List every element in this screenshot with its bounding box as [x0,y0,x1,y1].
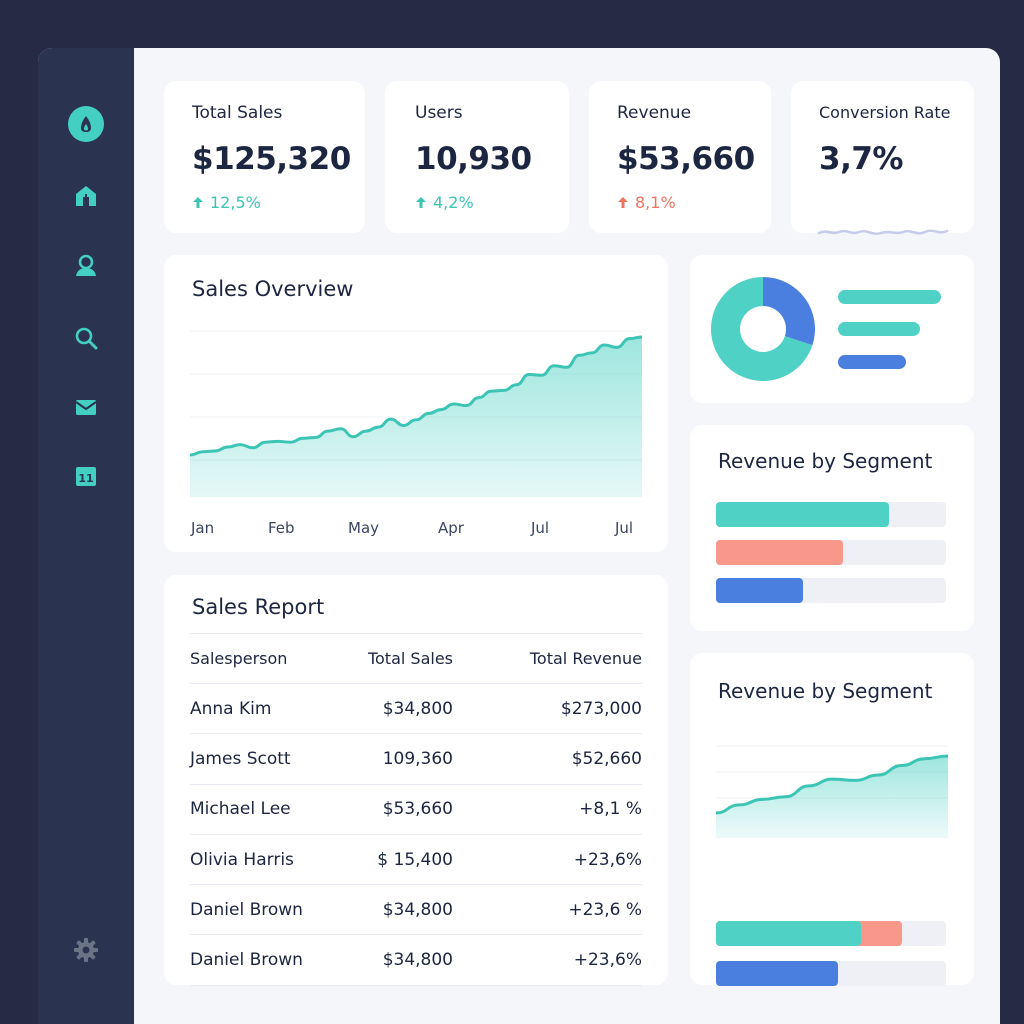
table-row[interactable]: Anna Kim $34,800 $273,000 [190,683,642,735]
mail-icon[interactable] [68,389,104,425]
x-tick-label: Jan [191,519,215,537]
calendar-icon[interactable]: 11 [68,458,104,494]
total-sales-cell: $53,660 [350,784,453,835]
segment-area-chart [716,745,948,838]
segment-bar [716,578,946,603]
stat-title: Revenue [617,103,692,123]
table-row[interactable]: Michael Lee $53,660 +8,1 % [190,784,642,835]
column-header[interactable]: Total Sales [350,633,453,684]
salesperson-cell: James Scott [190,733,350,785]
donut-slice [711,277,813,381]
home-icon[interactable] [68,178,104,214]
donut-card [690,255,974,403]
salesperson-cell: Anna Kim [190,683,350,735]
legend-bar [838,355,906,369]
stat-card-total-sales[interactable]: Total Sales $125,320 12,5% [164,81,365,233]
legend-bar [838,322,921,336]
stat-delta-value: 8,1% [635,193,676,212]
card-title: Revenue by Segment [718,679,933,703]
stat-card-conversion-rate[interactable]: Conversion Rate 3,7% [791,81,974,235]
stat-value: $53,660 [617,141,755,177]
salesperson-cell: Michael Lee [190,784,350,835]
total-sales-cell: 109,360 [350,733,453,785]
card-title: Revenue by Segment [718,449,933,473]
table-row[interactable]: Olivia Harris $ 15,400 +23,6% [190,834,642,886]
segment-bar-fill [716,578,804,603]
stat-delta: 12,5% [192,193,261,212]
total-sales-cell: $34,800 [350,683,453,735]
x-tick-label: Apr [438,519,464,537]
column-header[interactable]: Total Revenue [453,633,642,684]
segment-bar [716,540,946,565]
table-row[interactable]: Daniel Brown $34,800 +23,6 % [190,884,642,936]
sales-report-card: Sales Report Salesperson Total Sales Tot… [164,575,668,986]
total-revenue-cell: $273,000 [453,683,642,735]
segment-bar [716,961,946,986]
stat-delta: 8,1% [617,193,676,212]
sales-report-table: Salesperson Total Sales Total Revenue An… [190,633,642,986]
x-tick-label: Feb [268,519,295,537]
stat-delta-value: 4,2% [433,193,474,212]
total-sales-cell: $34,800 [350,884,453,936]
column-header[interactable]: Salesperson [190,633,350,684]
card-title: Sales Overview [192,277,354,301]
stat-value: 3,7% [819,141,903,177]
segment-area [716,756,948,838]
search-icon[interactable] [68,320,104,356]
stat-card-users[interactable]: Users 10,930 4,2% [385,81,569,233]
arrow-up-icon [618,197,628,208]
stat-value: 10,930 [415,141,532,177]
stat-delta-value: 12,5% [210,193,261,212]
total-sales-cell: $ 15,400 [350,834,453,886]
sales-overview-chart [190,330,642,497]
segment-line [716,754,948,815]
stat-title: Users [415,103,463,123]
stat-card-revenue[interactable]: Revenue $53,660 8,1% [589,81,771,233]
logo-icon[interactable] [68,106,104,142]
total-revenue-cell: $52,660 [453,733,642,785]
table-header-row: Salesperson Total Sales Total Revenue [190,633,642,684]
stat-delta: 4,2% [415,193,474,212]
arrow-up-icon [416,197,426,208]
arrow-up-icon [193,197,203,208]
gear-icon[interactable] [68,932,104,968]
revenue-by-segment-card-2: Revenue by Segment [690,653,974,986]
segment-bar-fill [716,961,838,986]
stat-value: $125,320 [192,141,351,177]
sales-overview-area [190,337,642,497]
donut-chart [711,277,815,381]
revenue-by-segment-card: Revenue by Segment [690,425,974,631]
card-title: Sales Report [192,595,325,619]
stat-title: Conversion Rate [819,103,951,122]
segment-bar [716,921,946,946]
sales-overview-card: Sales Overview Jan Feb May Apr Jul Jul [164,255,668,552]
x-tick-label: Jul [615,519,634,537]
salesperson-cell: Daniel Brown [190,934,350,986]
segment-bar-fill [716,502,889,527]
sparkline [817,229,949,235]
sidebar: 11 [38,48,134,1024]
salesperson-cell: Daniel Brown [190,884,350,936]
salesperson-cell: Olivia Harris [190,834,350,886]
legend-bar [838,290,941,304]
stat-title: Total Sales [192,103,283,123]
user-icon[interactable] [68,248,104,284]
svg-text:11: 11 [78,472,93,485]
segment-bar-fill [716,921,861,946]
table-row[interactable]: James Scott 109,360 $52,660 [190,733,642,785]
dashboard-window: 11 Total Sales $125,320 [38,48,1000,1024]
total-revenue-cell: +23,6 % [453,884,642,936]
sales-overview-line [190,335,642,457]
x-tick-label: May [348,519,380,537]
total-revenue-cell: +23,6% [453,834,642,886]
table-row[interactable]: Daniel Brown $34,800 +23,6% [190,934,642,986]
x-tick-label: Jul [531,519,550,537]
donut-slice [763,277,815,346]
total-revenue-cell: +23,6% [453,934,642,986]
segment-bar [716,502,946,527]
total-revenue-cell: +8,1 % [453,784,642,835]
segment-bar-fill [716,540,843,565]
total-sales-cell: $34,800 [350,934,453,986]
